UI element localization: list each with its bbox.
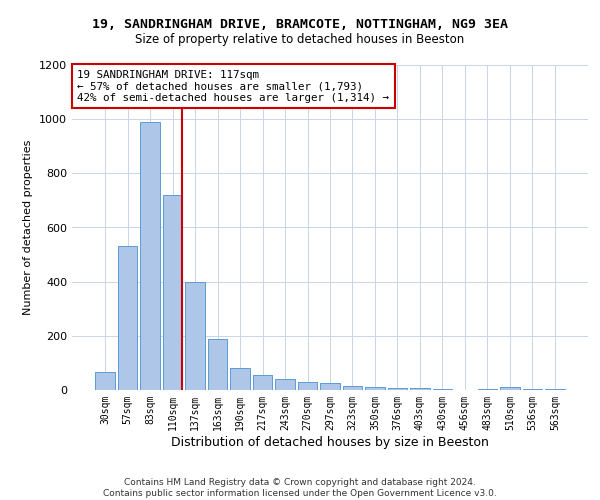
Text: 19 SANDRINGHAM DRIVE: 117sqm
← 57% of detached houses are smaller (1,793)
42% of: 19 SANDRINGHAM DRIVE: 117sqm ← 57% of de… (77, 70, 389, 103)
Text: Contains HM Land Registry data © Crown copyright and database right 2024.
Contai: Contains HM Land Registry data © Crown c… (103, 478, 497, 498)
X-axis label: Distribution of detached houses by size in Beeston: Distribution of detached houses by size … (171, 436, 489, 448)
Bar (275, 379, 295, 390)
Bar (478, 388, 497, 390)
Bar (343, 386, 362, 390)
Bar (230, 368, 250, 390)
Bar (185, 282, 205, 390)
Y-axis label: Number of detached properties: Number of detached properties (23, 140, 34, 315)
Bar (388, 388, 407, 390)
Bar (163, 195, 182, 390)
Bar (208, 338, 227, 390)
Bar (253, 375, 272, 390)
Bar (410, 388, 430, 390)
Bar (140, 122, 160, 390)
Bar (365, 387, 385, 390)
Bar (298, 382, 317, 390)
Bar (545, 388, 565, 390)
Bar (500, 388, 520, 390)
Text: Size of property relative to detached houses in Beeston: Size of property relative to detached ho… (136, 32, 464, 46)
Text: 19, SANDRINGHAM DRIVE, BRAMCOTE, NOTTINGHAM, NG9 3EA: 19, SANDRINGHAM DRIVE, BRAMCOTE, NOTTING… (92, 18, 508, 30)
Bar (523, 388, 542, 390)
Bar (118, 246, 137, 390)
Bar (95, 372, 115, 390)
Bar (320, 383, 340, 390)
Bar (433, 388, 452, 390)
